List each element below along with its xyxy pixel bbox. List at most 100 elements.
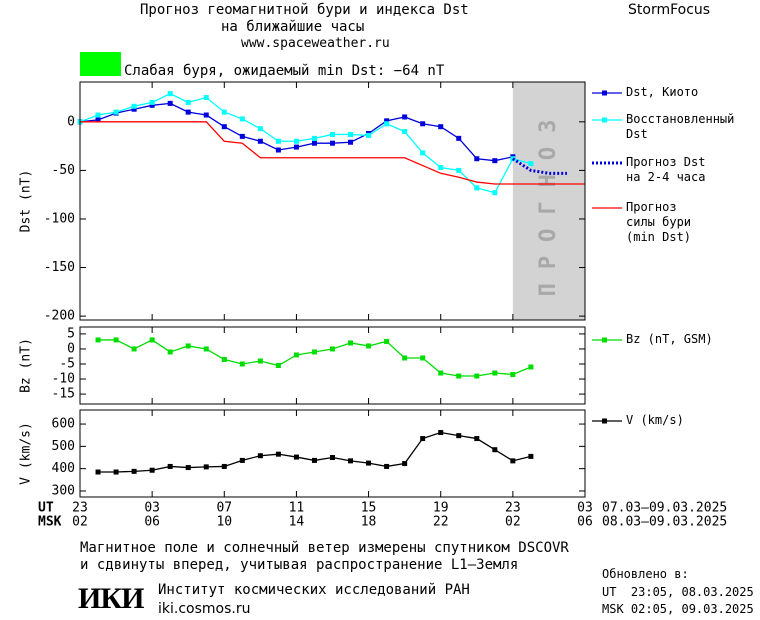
data-point (257, 126, 263, 132)
x-tick-label: 22 (433, 515, 449, 530)
y-tick-label: -200 (44, 309, 75, 324)
y-tick-label: -100 (44, 211, 75, 226)
data-point (311, 457, 317, 463)
y-tick-label: -150 (44, 260, 75, 275)
data-point (113, 109, 119, 115)
data-point (95, 469, 101, 475)
data-point (149, 99, 155, 105)
data-point (167, 463, 173, 469)
data-point (474, 185, 480, 191)
x-tick-label: 03 (144, 501, 160, 516)
data-point (528, 453, 534, 459)
data-point (185, 99, 191, 105)
series-line (98, 339, 532, 377)
data-point (420, 150, 426, 156)
data-point (239, 457, 245, 463)
updated-ut: UT 23:05, 08.03.2025 (602, 585, 754, 599)
legend-label: Bz (nT, GSM) (626, 332, 713, 346)
data-point (330, 140, 335, 146)
data-point (185, 109, 191, 115)
data-point (131, 103, 137, 109)
data-point (402, 355, 408, 361)
y-tick-label: 300 (52, 483, 75, 498)
data-point (348, 139, 354, 145)
y-tick-label: 0 (67, 341, 75, 356)
x-tick-label: 10 (216, 515, 232, 530)
series-line (98, 431, 532, 473)
data-point (95, 117, 101, 123)
x-tick-label: 06 (144, 515, 160, 530)
data-point (275, 138, 281, 144)
data-point (456, 433, 462, 439)
plot-frame (79, 409, 586, 498)
data-point (366, 460, 372, 466)
data-point (167, 349, 173, 355)
data-point (311, 349, 317, 355)
data-point (221, 463, 227, 469)
data-point (149, 102, 155, 108)
updated-msk: MSK 02:05, 09.03.2025 (602, 602, 754, 616)
data-point (510, 372, 516, 378)
institute: Институт космических исследований РАН (158, 582, 470, 598)
data-point (384, 463, 390, 469)
logo: ИКИ (78, 582, 144, 615)
legend-label: Прогноз Dst на 2-4 часа (626, 155, 706, 184)
data-point (185, 343, 191, 349)
site: iki.cosmos.ru (158, 601, 251, 617)
legend-label: Восстановленный Dst (626, 112, 735, 141)
data-point (528, 364, 534, 370)
data-point (420, 436, 426, 442)
data-point (384, 121, 390, 127)
plot-frame (79, 81, 586, 321)
data-point (257, 358, 263, 364)
data-point (203, 95, 209, 101)
date-range: 07.03–09.03.2025 (602, 501, 727, 516)
data-point (203, 346, 209, 352)
data-point (293, 144, 299, 150)
x-tick-label: 11 (289, 501, 305, 516)
data-point (438, 430, 444, 436)
data-point (384, 118, 390, 124)
x-tick-label: 14 (289, 515, 305, 530)
data-point (492, 190, 498, 196)
data-point (402, 461, 408, 467)
data-point (131, 106, 137, 112)
data-point (492, 158, 498, 164)
brand: StormFocus (628, 2, 711, 18)
y-tick-label: -50 (52, 163, 75, 178)
data-point (438, 164, 444, 170)
x-tick-label: 02 (505, 515, 521, 530)
data-point (149, 337, 155, 343)
data-point (384, 338, 390, 344)
data-point (113, 469, 119, 475)
y-axis-title: Bz (nT) (19, 338, 34, 393)
x-tick-label: 07 (216, 501, 232, 516)
data-point (95, 112, 101, 118)
legend-label: Прогноз силы бури (min Dst) (626, 200, 692, 244)
legend-marker (602, 337, 607, 343)
data-point (275, 363, 281, 368)
series-line (80, 121, 585, 185)
y-axis-title: Dst (nT) (19, 170, 34, 233)
data-point (311, 140, 317, 146)
data-point (257, 453, 263, 459)
data-point (221, 356, 227, 362)
y-tick-label: 0 (67, 114, 75, 129)
data-point (348, 131, 354, 137)
footnote: Магнитное поле и солнечный ветер измерен… (80, 540, 569, 556)
data-point (330, 131, 335, 137)
data-point (311, 135, 317, 141)
data-point (275, 451, 281, 457)
data-point (167, 91, 173, 97)
y-tick-label: 5 (67, 326, 75, 341)
data-point (456, 167, 462, 173)
footnote: и сдвинуты вперед, учитывая распростране… (80, 557, 519, 573)
data-point (330, 346, 335, 352)
x-axis-title: MSK (38, 515, 62, 530)
data-point (239, 133, 245, 139)
series-line (79, 92, 532, 194)
x-tick-label: 23 (505, 501, 521, 516)
x-tick-label: 03 (577, 501, 593, 516)
forecast-zone (512, 82, 585, 320)
